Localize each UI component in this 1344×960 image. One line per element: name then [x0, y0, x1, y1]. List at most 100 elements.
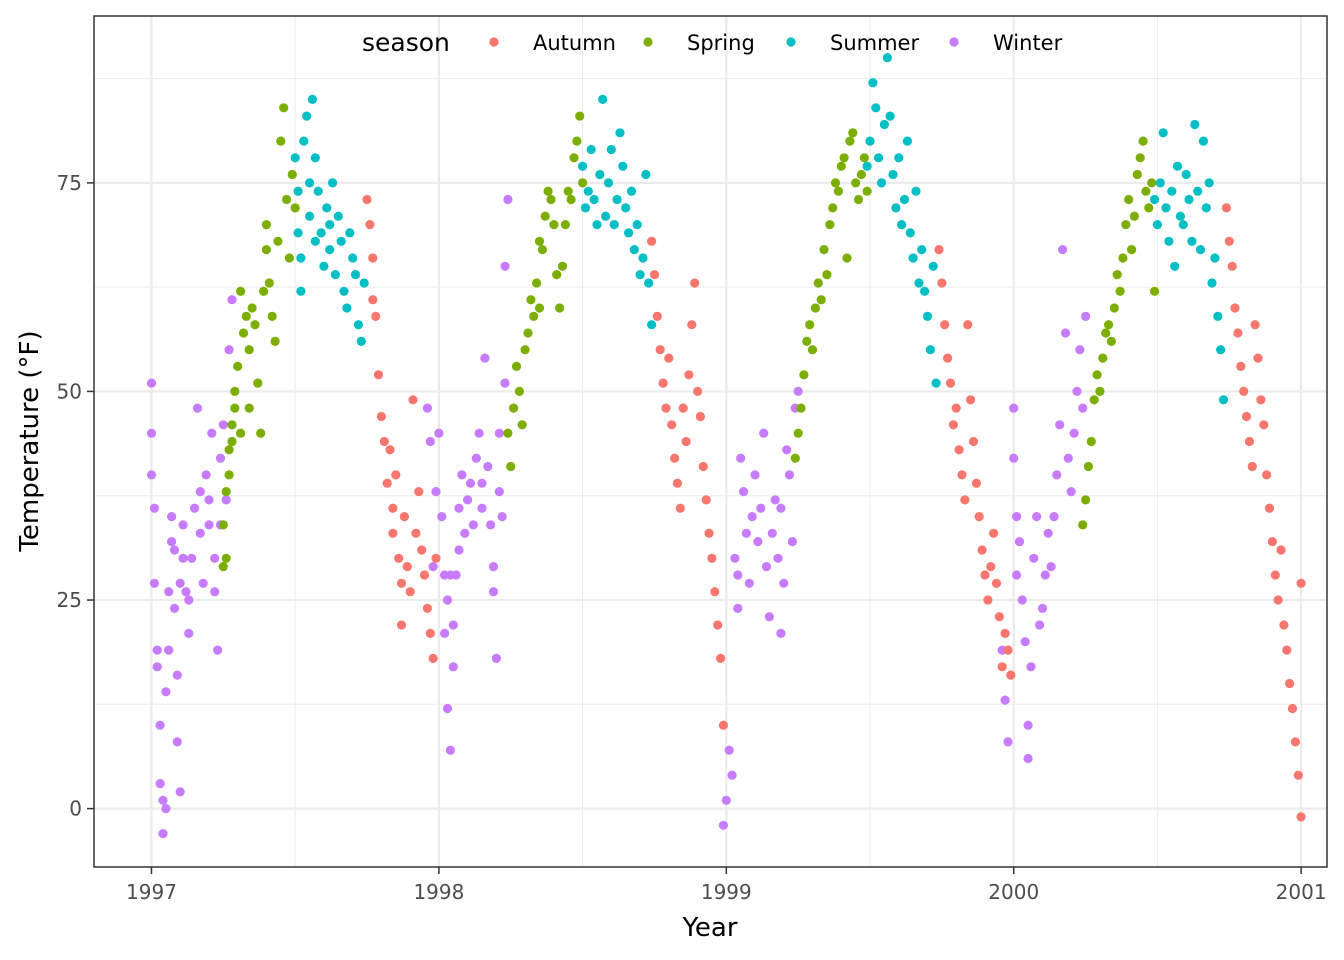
- data-point-summer: [336, 236, 346, 246]
- data-point-autumn: [1244, 436, 1254, 447]
- data-point-autumn: [431, 553, 441, 563]
- axes: 1997 1998 1999 2000 2001 0 25 50 75: [57, 171, 1327, 904]
- data-point-winter: [718, 820, 729, 830]
- data-point-autumn: [1293, 770, 1303, 780]
- data-point-autumn: [966, 395, 976, 405]
- data-point-summer: [871, 103, 881, 113]
- data-point-spring: [848, 128, 858, 138]
- data-point-summer: [1167, 186, 1177, 196]
- data-point-winter: [155, 720, 165, 730]
- data-point-winter: [428, 562, 438, 572]
- data-point-winter: [468, 520, 478, 530]
- data-point-spring: [1135, 153, 1145, 163]
- data-point-summer: [1164, 236, 1174, 246]
- data-point-spring: [833, 186, 844, 196]
- data-point-autumn: [1296, 812, 1306, 822]
- data-point-autumn: [373, 370, 384, 380]
- data-point-summer: [1198, 136, 1208, 146]
- data-point-autumn: [376, 411, 386, 422]
- data-point-winter: [161, 804, 171, 814]
- data-point-winter: [218, 420, 228, 430]
- data-point-autumn: [1241, 411, 1252, 422]
- data-point-autumn: [991, 578, 1002, 588]
- data-point-spring: [1144, 203, 1154, 213]
- data-point-spring: [836, 161, 846, 171]
- data-point-summer: [305, 178, 315, 188]
- data-point-autumn: [937, 278, 947, 288]
- data-point-autumn: [678, 403, 688, 413]
- data-point-winter: [210, 587, 220, 597]
- data-point-summer: [894, 153, 904, 163]
- data-point-spring: [799, 370, 809, 380]
- data-point-spring: [1106, 336, 1116, 346]
- data-point-summer: [1152, 220, 1162, 230]
- data-point-spring: [511, 361, 522, 371]
- data-point-spring: [279, 103, 289, 113]
- data-point-winter: [744, 578, 754, 588]
- data-point-autumn: [986, 562, 996, 572]
- data-point-spring: [517, 420, 527, 430]
- data-point-spring: [845, 136, 855, 146]
- data-point-summer: [868, 78, 878, 88]
- data-point-summer: [307, 94, 317, 104]
- data-point-summer: [310, 236, 320, 246]
- data-point-spring: [250, 320, 260, 330]
- data-point-winter: [434, 428, 444, 438]
- data-point-summer: [583, 186, 593, 196]
- data-point-spring: [810, 303, 821, 313]
- data-point-summer: [348, 253, 358, 263]
- data-point-winter: [422, 403, 432, 413]
- data-point-spring: [830, 178, 841, 188]
- data-point-spring: [1141, 186, 1151, 196]
- data-point-winter: [431, 487, 441, 497]
- data-point-spring: [853, 194, 864, 205]
- data-point-summer: [296, 286, 306, 296]
- data-point-spring: [790, 453, 800, 463]
- data-point-spring: [520, 345, 530, 355]
- data-point-spring: [503, 428, 513, 438]
- data-point-winter: [1017, 595, 1027, 605]
- data-point-autumn: [1253, 353, 1263, 363]
- data-point-winter: [750, 470, 760, 480]
- data-point-autumn: [672, 478, 683, 488]
- data-point-autumn: [414, 487, 424, 497]
- data-point-summer: [1161, 203, 1171, 213]
- data-point-autumn: [365, 220, 375, 230]
- y-tick-label: 25: [57, 588, 82, 612]
- data-point-spring: [529, 311, 539, 321]
- data-point-autumn: [411, 528, 421, 538]
- data-point-summer: [609, 220, 619, 230]
- data-point-winter: [756, 503, 766, 513]
- data-point-autumn: [675, 503, 685, 513]
- data-point-spring: [218, 562, 228, 572]
- data-point-spring: [523, 328, 533, 338]
- data-point-summer: [638, 253, 648, 263]
- data-point-autumn: [684, 370, 694, 380]
- data-point-spring: [282, 194, 292, 205]
- data-point-summer: [914, 278, 924, 288]
- data-point-winter: [224, 345, 234, 355]
- data-point-winter: [149, 503, 159, 513]
- data-point-autumn: [980, 570, 990, 580]
- data-point-autumn: [658, 378, 668, 388]
- legend-label-spring: Spring: [687, 31, 755, 55]
- data-point-summer: [1216, 345, 1226, 355]
- data-point-winter: [448, 662, 458, 672]
- data-point-winter: [201, 470, 211, 480]
- data-point-summer: [293, 186, 303, 196]
- data-point-winter: [491, 653, 501, 664]
- data-point-autumn: [399, 511, 409, 522]
- data-point-winter: [152, 662, 162, 672]
- data-point-winter: [167, 537, 177, 547]
- data-point-winter: [1075, 345, 1085, 355]
- data-point-summer: [905, 228, 915, 238]
- data-point-spring: [506, 461, 516, 472]
- data-point-spring: [238, 328, 249, 338]
- data-point-autumn: [647, 236, 657, 246]
- data-point-spring: [1118, 253, 1128, 263]
- data-point-summer: [641, 169, 651, 180]
- data-point-spring: [1150, 286, 1160, 296]
- data-point-autumn: [698, 461, 708, 472]
- data-point-summer: [647, 320, 657, 330]
- data-point-summer: [1193, 186, 1203, 196]
